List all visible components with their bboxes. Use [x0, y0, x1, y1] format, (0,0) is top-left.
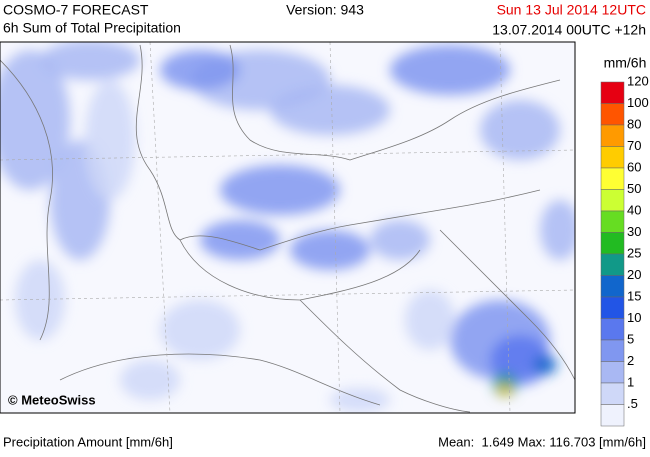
legend-label: 2: [627, 353, 634, 368]
border: [135, 44, 541, 251]
graticule-line: [329, 42, 341, 413]
precip-area: [270, 85, 390, 135]
map: © MeteoSwiss: [0, 42, 575, 413]
precip-area: [160, 300, 240, 360]
borders: [0, 44, 575, 413]
legend-swatch: [600, 124, 625, 147]
coast: [59, 353, 381, 406]
precip-area: [0, 50, 70, 190]
legend-swatch: [600, 339, 625, 362]
precip-area: [85, 80, 135, 200]
precip-area: [200, 220, 280, 260]
precip-area: [540, 200, 575, 260]
precip-field: [0, 42, 575, 412]
coast: [299, 299, 471, 413]
legend-swatch: [600, 275, 625, 298]
legend-label: .5: [627, 396, 638, 411]
precip-area: [15, 260, 65, 340]
credit: © MeteoSwiss: [8, 392, 96, 407]
legend-label: 80: [627, 116, 641, 131]
legend-swatch: [600, 103, 625, 126]
subtitle: 6h Sum of Total Precipitation: [3, 20, 181, 36]
legend-label: 10: [627, 310, 641, 325]
precip-area: [290, 230, 370, 270]
precip-area: [499, 384, 511, 396]
legend-swatch: [600, 167, 625, 190]
legend-swatch: [600, 253, 625, 276]
legend-swatch: [600, 146, 625, 169]
legend-swatch: [600, 232, 625, 255]
precip-area: [390, 45, 510, 95]
version: Version: 943: [286, 2, 364, 18]
coast: [439, 229, 575, 381]
precip-area: [480, 100, 560, 160]
map-frame: [0, 41, 576, 414]
legend-swatch: [600, 382, 625, 405]
legend-label: 100: [627, 95, 649, 110]
legend-swatch: [600, 189, 625, 212]
precip-area: [370, 220, 430, 260]
legend-label: 70: [627, 138, 641, 153]
valid-time: Sun 13 Jul 2014 12UTC: [497, 2, 646, 18]
precip-area: [330, 388, 390, 412]
legend-label: 120: [627, 73, 649, 88]
precip-area: [405, 290, 455, 350]
legend-swatch: [600, 81, 625, 104]
legend-label: 60: [627, 159, 641, 174]
legend-label: 25: [627, 245, 641, 260]
precip-area: [490, 335, 550, 385]
legend-label: 30: [627, 224, 641, 239]
legend-swatch: [600, 296, 625, 319]
precip-area: [220, 165, 340, 215]
legend-swatch: [600, 404, 625, 427]
legend-label: 20: [627, 267, 641, 282]
legend-label: 15: [627, 288, 641, 303]
graticule: [0, 42, 575, 413]
border: [229, 44, 561, 161]
precip-area: [40, 42, 140, 80]
graticule-line: [149, 42, 171, 413]
legend-swatch: [600, 210, 625, 233]
precip-area: [120, 360, 180, 400]
legend-swatch: [600, 318, 625, 341]
legend: 120 100 80 70 60 50 40 30 25 20 15 10 5 2 1 .5: [600, 73, 649, 427]
precip-area: [160, 50, 240, 90]
footer-left: Precipitation Amount [mm/6h]: [3, 434, 173, 449]
legend-label: 50: [627, 181, 641, 196]
legend-unit: mm/6h: [604, 55, 647, 71]
graticule-line: [499, 42, 511, 413]
title: COSMO-7 FORECAST: [3, 2, 149, 18]
precip-area: [533, 355, 557, 375]
run-time: 13.07.2014 00UTC +12h: [492, 22, 646, 38]
legend-label: 1: [627, 374, 634, 389]
border: [0, 59, 53, 341]
footer-right: Mean: 1.649 Max: 116.703 [mm/6h]: [438, 434, 646, 449]
border: [179, 239, 421, 301]
legend-label: 5: [627, 331, 634, 346]
legend-label: 40: [627, 202, 641, 217]
legend-swatch: [600, 361, 625, 384]
